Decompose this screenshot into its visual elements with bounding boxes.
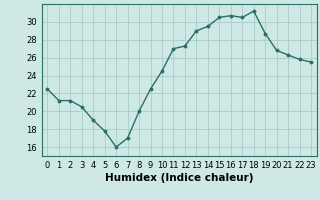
X-axis label: Humidex (Indice chaleur): Humidex (Indice chaleur): [105, 173, 253, 183]
